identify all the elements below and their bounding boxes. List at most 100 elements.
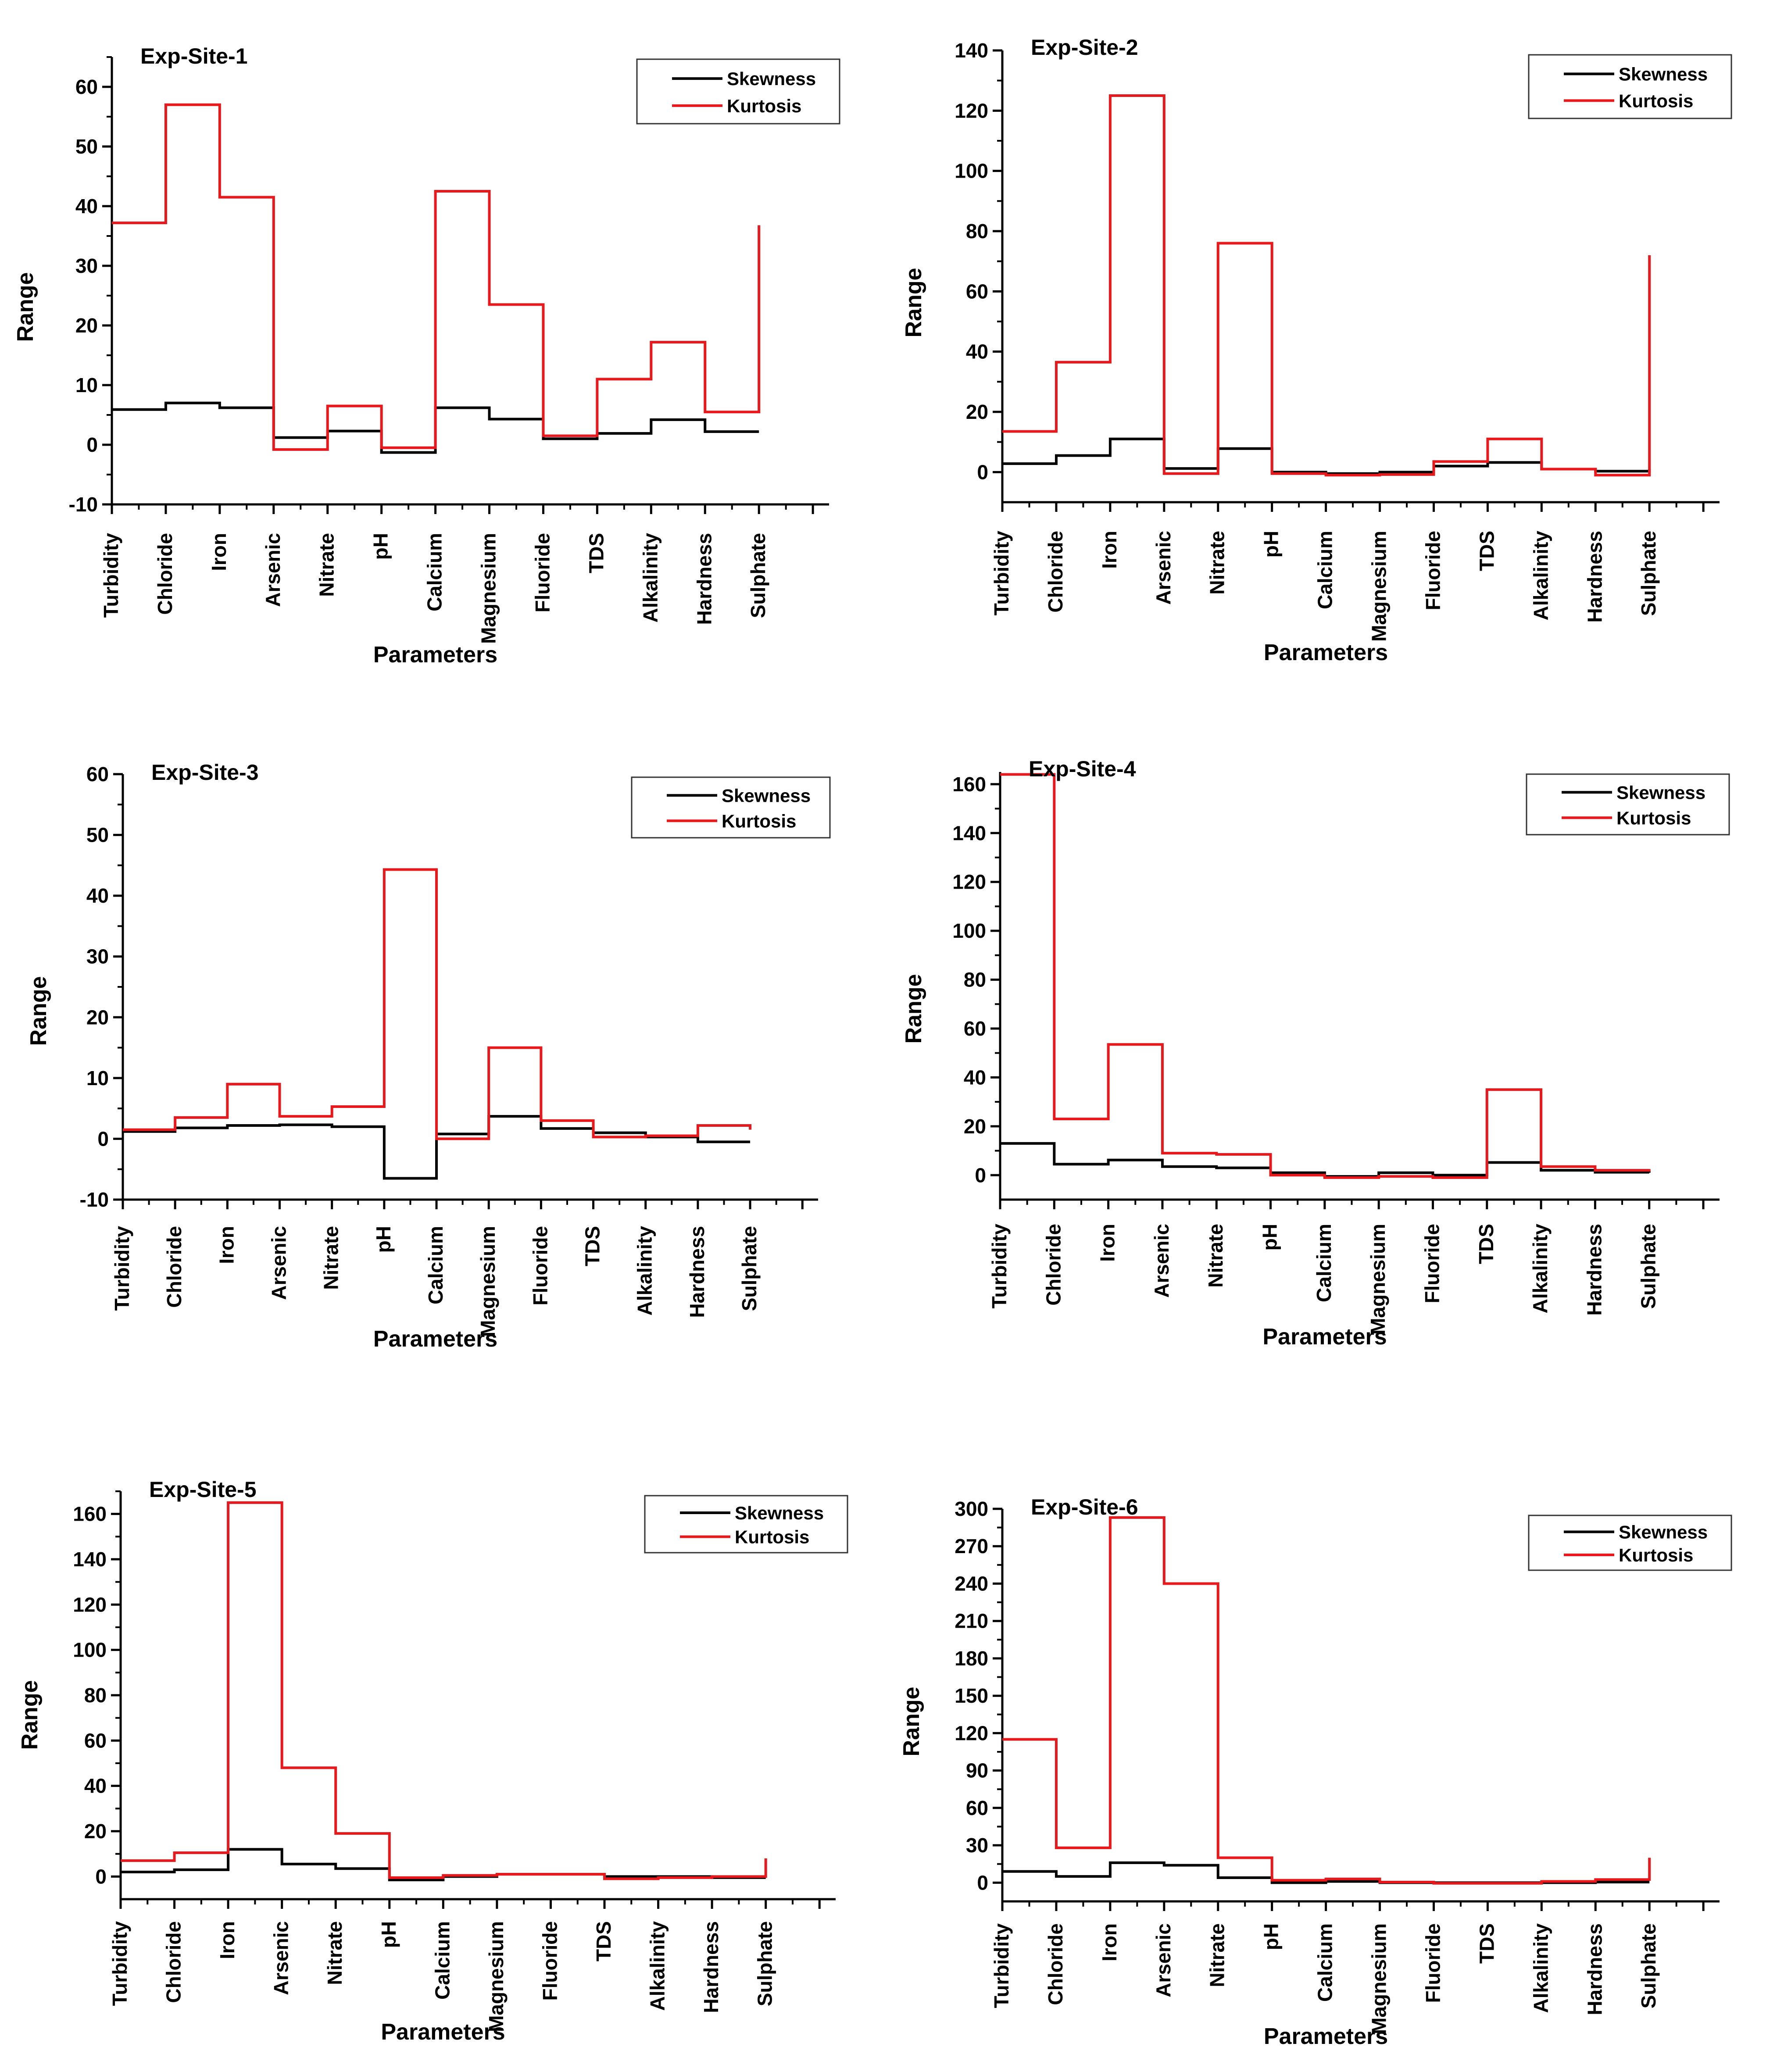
legend-label-skewness: Skewness (1619, 1522, 1708, 1543)
x-tick-label: Arsenic (1152, 531, 1175, 605)
data-point-skewness (1405, 1172, 1406, 1173)
x-tick-label: Nitrate (1206, 531, 1229, 595)
chart-title: Exp-Site-4 (1029, 757, 1136, 781)
legend-box (1528, 1515, 1732, 1571)
y-tick-label: 140 (952, 822, 986, 844)
data-point-skewness (408, 452, 409, 453)
chart-panel-1: -10 0 10 20 30 40 50 60 Turbidity Chloride Iron Ars… (13, 44, 840, 668)
legend-label-skewness: Skewness (1619, 64, 1708, 85)
data-point-skewness (1514, 462, 1515, 463)
x-tick-label: Fluoride (538, 1921, 561, 2001)
data-point-kurtosis (1135, 1044, 1136, 1045)
y-tick-label: 20 (964, 1115, 986, 1138)
x-tick-label: Magnesium (1368, 1923, 1391, 2034)
data-point-skewness (462, 407, 463, 408)
y-tick-label: 40 (75, 195, 98, 218)
chart-panel-3: -10 0 10 20 30 40 50 60 Turbidity Chloride Iron Ars… (26, 760, 831, 1352)
data-point-skewness (631, 1876, 632, 1877)
data-point-skewness (1029, 1871, 1030, 1872)
chart-panel-5: 0 20 40 60 80 100 120 140 160 Turbidity Chloride Ir… (17, 1477, 848, 2045)
data-point-skewness (362, 1868, 363, 1869)
chart-title: Exp-Site-2 (1031, 35, 1138, 60)
data-point-kurtosis (1029, 1739, 1030, 1740)
x-tick-label: Calcium (1314, 531, 1337, 609)
data-point-skewness (410, 1178, 411, 1179)
x-axis-label: Parameters (381, 2019, 505, 2045)
y-tick-label: 160 (73, 1503, 107, 1525)
x-tick-label: TDS (585, 533, 608, 573)
x-tick-label: Fluoride (1420, 1224, 1443, 1303)
y-tick-label: 270 (955, 1535, 988, 1558)
y-tick-label: 80 (964, 968, 986, 991)
chart-title: Exp-Site-6 (1031, 1495, 1138, 1519)
y-tick-label: 100 (952, 919, 986, 942)
series-line-kurtosis (121, 1501, 767, 1880)
x-tick-label: Turbidity (108, 1921, 131, 2006)
x-tick-label: TDS (592, 1921, 615, 1961)
y-tick-label: 60 (966, 280, 988, 303)
series-line-skewness (123, 1115, 751, 1180)
legend-box (636, 58, 840, 125)
y-tick-label: -10 (80, 1188, 109, 1211)
x-tick-label: Iron (215, 1226, 238, 1264)
legend-box (631, 776, 831, 839)
y-tick-label: 0 (977, 461, 988, 483)
y-tick-label: 40 (84, 1775, 107, 1797)
x-tick-label: Hardness (1583, 1923, 1606, 2015)
series-line-kurtosis (1002, 94, 1651, 477)
x-tick-label: Nitrate (315, 533, 338, 597)
chart-title: Exp-Site-1 (140, 44, 248, 68)
x-tick-label: pH (369, 533, 392, 560)
x-tick-label: pH (1260, 531, 1283, 557)
y-tick-label: 120 (952, 871, 986, 893)
legend: Skewness Kurtosis (644, 1495, 848, 1554)
x-tick-label: Arsenic (1150, 1224, 1173, 1298)
data-point-kurtosis (1029, 431, 1030, 432)
data-point-kurtosis (1189, 1153, 1190, 1154)
y-tick-label: 50 (86, 824, 109, 847)
data-point-skewness (1676, 1172, 1677, 1173)
data-point-kurtosis (462, 191, 463, 192)
x-axis-label: Parameters (373, 642, 497, 668)
x-tick-label: Calcium (424, 1226, 447, 1304)
y-tick-label: 0 (95, 1865, 107, 1888)
y-tick-label: 60 (84, 1729, 107, 1752)
y-tick-label: 30 (75, 254, 98, 277)
data-point-kurtosis (1568, 1881, 1569, 1882)
x-tick-label: Sulphate (1637, 531, 1660, 616)
data-point-skewness (792, 1877, 793, 1878)
y-axis-label: Range (13, 272, 38, 342)
x-tick-label: TDS (1475, 531, 1498, 571)
x-tick-label: Iron (1098, 531, 1121, 569)
y-tick-label: 120 (73, 1593, 107, 1616)
x-tick-label: Magnesium (1368, 531, 1391, 642)
x-tick-label: Fluoride (529, 1226, 551, 1305)
legend-box (1526, 773, 1730, 836)
x-tick-label: Alkalinity (639, 533, 661, 623)
x-tick-label: Chloride (1042, 1224, 1065, 1306)
legend: Skewness Kurtosis (1528, 54, 1732, 119)
data-point-kurtosis (577, 1874, 578, 1875)
y-tick-label: -10 (69, 493, 98, 516)
data-point-skewness (1189, 1166, 1190, 1167)
y-tick-label: 0 (97, 1127, 109, 1150)
x-tick-label: Calcium (431, 1921, 454, 2000)
legend-label-skewness: Skewness (722, 785, 811, 806)
x-tick-label: Hardness (686, 1226, 708, 1318)
x-tick-label: Nitrate (320, 1226, 343, 1290)
legend-label-kurtosis: Kurtosis (1619, 90, 1693, 111)
x-tick-label: Sulphate (1637, 1923, 1660, 2008)
legend-label-kurtosis: Kurtosis (722, 811, 796, 831)
y-tick-label: 120 (955, 1722, 988, 1744)
chart-panel-2: 0 20 40 60 80 100 120 140 Turbidity Chloride Iron A… (901, 35, 1732, 665)
y-axis-label: Range (901, 974, 926, 1044)
y-tick-label: 0 (86, 433, 98, 456)
x-tick-label: Sulphate (747, 533, 769, 618)
x-tick-label: Alkalinity (633, 1226, 656, 1316)
x-tick-label: TDS (1475, 1224, 1498, 1264)
data-point-kurtosis (362, 1833, 363, 1834)
chart-title: Exp-Site-3 (151, 760, 259, 785)
x-tick-label: Chloride (154, 533, 176, 615)
